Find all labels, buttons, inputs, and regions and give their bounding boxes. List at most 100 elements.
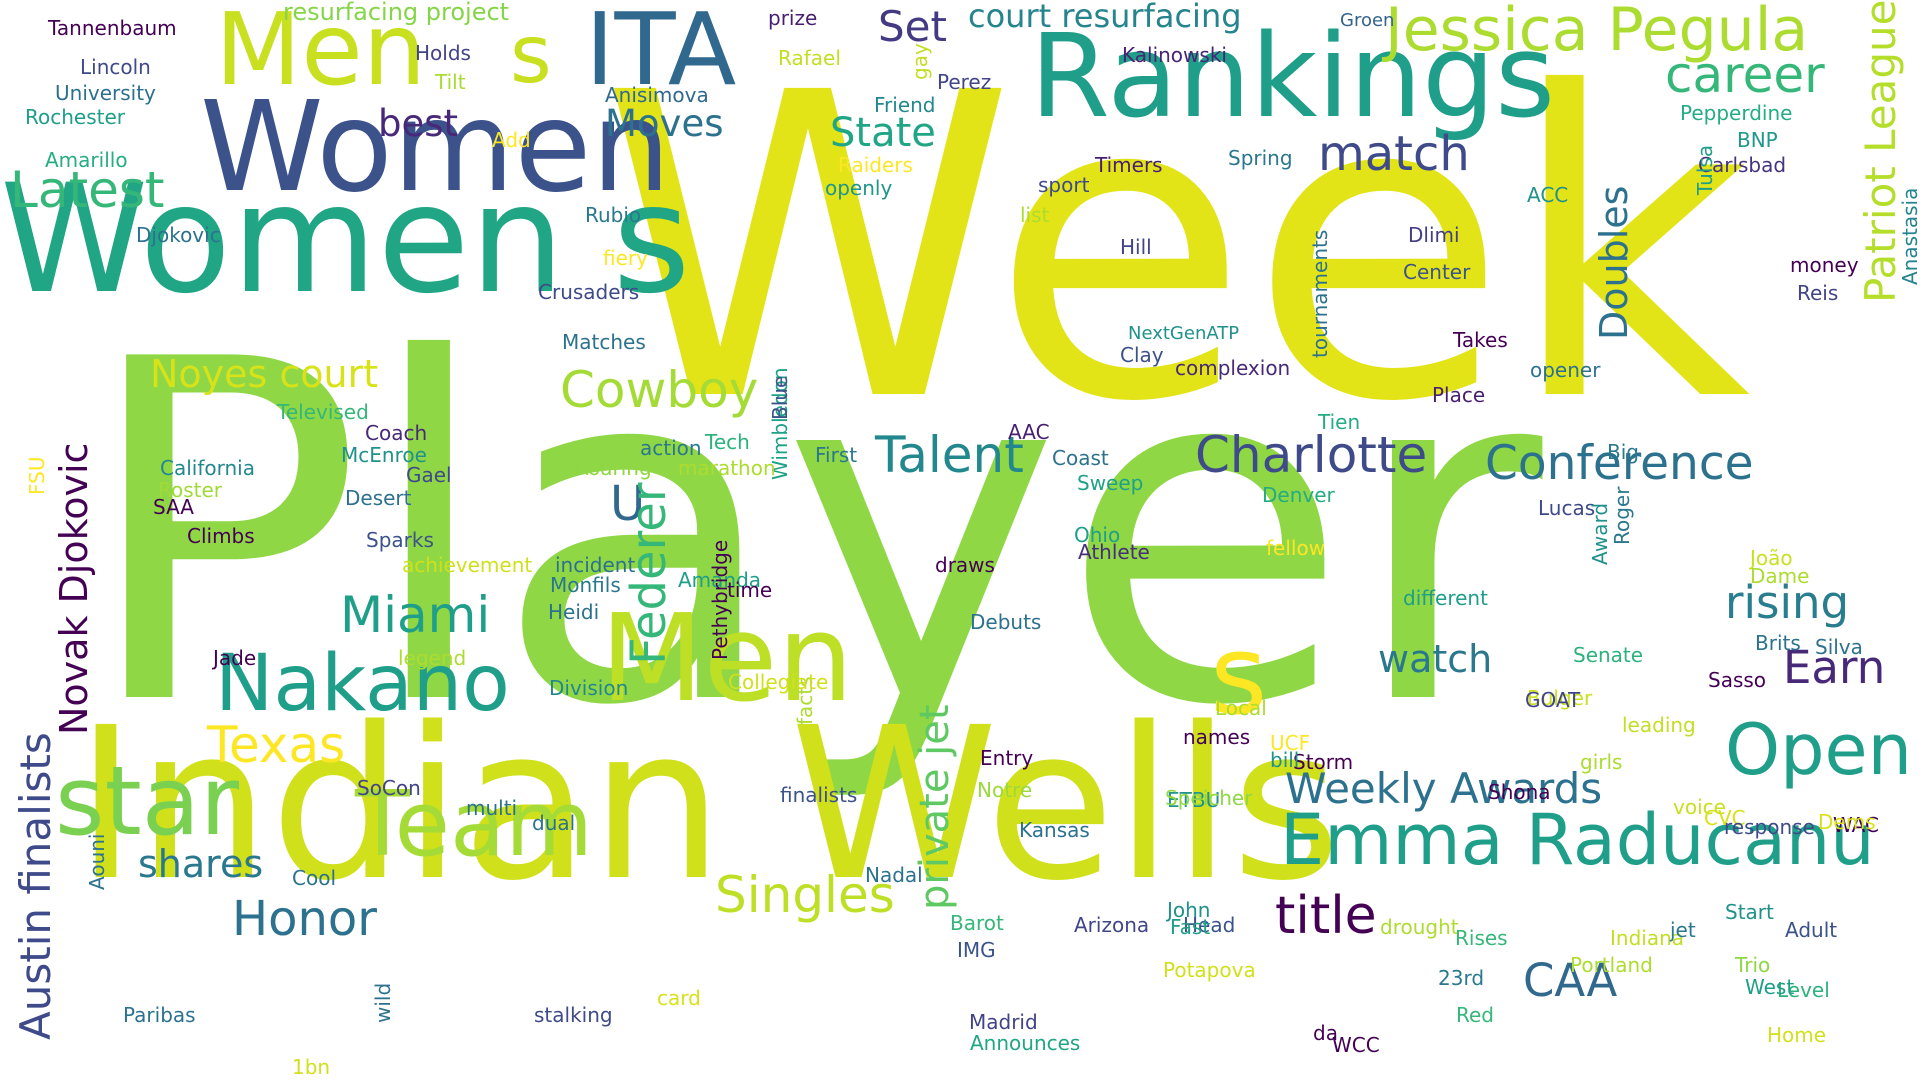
word-list: list <box>1020 203 1050 227</box>
word-first: First <box>815 443 858 467</box>
word-doubles: Doubles <box>1592 185 1636 340</box>
word-wcc: WCC <box>1332 1033 1380 1057</box>
word-rubio: Rubio <box>585 203 642 227</box>
word-rises: Rises <box>1455 926 1508 950</box>
word-sweep: Sweep <box>1077 471 1144 495</box>
word-leading: leading <box>1622 713 1696 737</box>
word-collegiate: Collegiate <box>728 670 829 694</box>
word-roster: Roster <box>158 478 223 502</box>
word-response: response <box>1724 815 1815 839</box>
word-clay: Clay <box>1120 343 1164 367</box>
word-kansas: Kansas <box>1019 818 1090 842</box>
word-action: action <box>640 436 702 460</box>
word-crusaders: Crusaders <box>538 280 640 304</box>
word-trio: Trio <box>1735 953 1771 977</box>
word-wac: WAC <box>1833 813 1879 837</box>
word-sasso: Sasso <box>1708 668 1767 692</box>
word-potapova: Potapova <box>1163 958 1256 982</box>
word-week: Week <box>600 5 1751 494</box>
word-ohio: Ohio <box>1074 523 1121 547</box>
word-blue: Blue <box>768 375 792 420</box>
word-fast: Fast <box>1170 915 1211 939</box>
word-s-top: s <box>510 8 552 101</box>
word-heidi: Heidi <box>548 600 600 624</box>
word-prize: prize <box>768 6 818 30</box>
word-watch: watch <box>1378 637 1493 681</box>
word-debuts: Debuts <box>970 610 1042 634</box>
word-dlimi: Dlimi <box>1408 223 1460 247</box>
word-sparks: Sparks <box>366 528 434 552</box>
word-multi: multi <box>466 796 518 820</box>
word-da: da <box>1313 1021 1338 1045</box>
word-socon: SoCon <box>357 776 421 800</box>
word-opener: opener <box>1530 358 1601 382</box>
word-resurfacing-project: resurfacing project <box>283 0 510 26</box>
word-climbs: Climbs <box>187 524 255 548</box>
word-talent: Talent <box>875 426 1024 484</box>
word-cowboy: Cowboy <box>560 361 759 419</box>
word-wild: wild <box>371 982 395 1023</box>
word-adult: Adult <box>1785 918 1838 942</box>
word-fiery: fiery <box>603 246 648 270</box>
word-openly: openly <box>825 176 893 200</box>
word-novak-djokovic: Novak Djokovic <box>52 442 96 735</box>
word-john: John <box>1167 898 1211 922</box>
word-austin-finalists: Austin finalists <box>11 732 60 1040</box>
word-paribas: Paribas <box>123 1003 196 1027</box>
word-img: IMG <box>957 938 996 962</box>
word-hill: Hill <box>1120 235 1152 259</box>
word-roaring: Roaring <box>575 456 652 480</box>
word-different: different <box>1403 586 1488 610</box>
word-honor: Honor <box>232 891 377 947</box>
word-singles: Singles <box>715 866 895 924</box>
word-groen: Groen <box>1340 10 1395 31</box>
word-denver: Denver <box>1262 483 1335 507</box>
word-miami: Miami <box>340 586 491 644</box>
word-fellow: fellow <box>1266 536 1326 560</box>
word-men-bottom: Men <box>600 590 854 729</box>
word-team: Team <box>355 772 593 877</box>
word-djokovic: Djokovic <box>136 223 221 247</box>
word-award: Award <box>1588 502 1612 565</box>
word-big: Big <box>1607 440 1639 464</box>
word-jade: Jade <box>213 646 257 670</box>
word-joao: João <box>1750 546 1793 570</box>
word-women-s: Women s <box>0 153 691 327</box>
word-pethybridge: Pethybridge <box>708 539 732 660</box>
word-women: Women <box>200 75 671 220</box>
word-gay: gay <box>908 43 932 80</box>
word-gael: Gael <box>406 463 452 487</box>
word-charlotte: Charlotte <box>1195 426 1428 484</box>
word-conference: Conference <box>1485 436 1754 491</box>
word-reis: Reis <box>1797 281 1839 305</box>
word-player: Player <box>80 261 1543 808</box>
word-mcenroe: McEnroe <box>341 443 427 467</box>
word-cvc: CVC <box>1704 806 1746 830</box>
word-match: match <box>1318 126 1470 182</box>
word-amanda: Amanda <box>678 568 762 592</box>
word-arizona: Arizona <box>1074 913 1150 937</box>
word-ita: ITA <box>585 0 737 108</box>
word-fsu: FSU <box>25 456 49 496</box>
word-center: Center <box>1403 260 1471 284</box>
word-men-top: Men <box>215 0 427 108</box>
word-time: time <box>727 578 773 602</box>
word-nadal: Nadal <box>865 863 923 887</box>
word-division: Division <box>549 676 629 700</box>
word-court-resurfacing: court resurfacing <box>968 0 1242 35</box>
word-tannenbaum: Tannenbaum <box>48 16 177 40</box>
word-patriot-league: Patriot League <box>1856 0 1905 304</box>
word-rafael: Rafael <box>778 46 841 70</box>
word-marathon: marathon <box>678 456 776 480</box>
word-rising: rising <box>1725 576 1850 629</box>
word-kalinowski: Kalinowski <box>1122 43 1227 67</box>
word-friend: Friend <box>874 93 936 117</box>
word-bnp: BNP <box>1737 128 1778 152</box>
word-coach: Coach <box>365 421 428 445</box>
word-jessica-pegula: Jessica Pegula <box>1385 0 1809 65</box>
word-money: money <box>1790 253 1859 277</box>
word-dame: Dame <box>1750 564 1810 588</box>
word-emma-raducanu: Emma Raducanu <box>1280 799 1875 881</box>
word-latest: Latest <box>10 161 165 219</box>
word-televised: Televised <box>277 400 369 424</box>
